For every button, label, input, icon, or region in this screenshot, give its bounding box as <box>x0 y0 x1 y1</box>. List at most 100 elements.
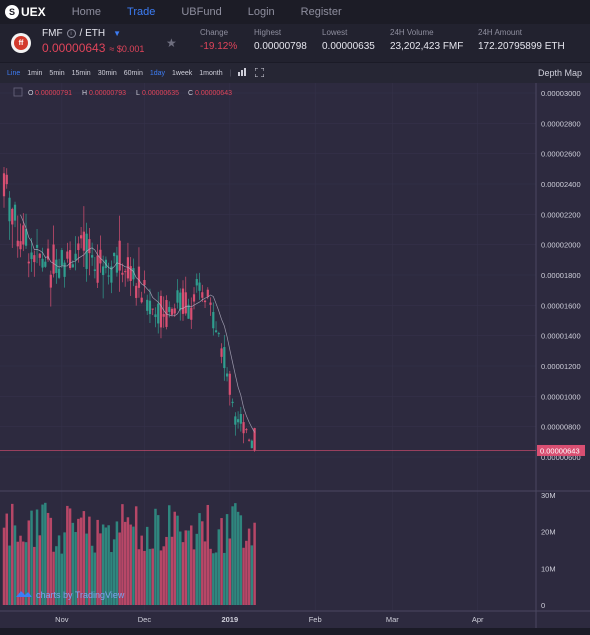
candle-body <box>190 307 193 320</box>
interval-1day[interactable]: 1day <box>149 69 166 77</box>
depth-map-button[interactable]: Depth Map <box>537 68 582 78</box>
candle-body <box>113 252 116 257</box>
volume-bar <box>41 504 44 605</box>
collapse-legend-icon[interactable] <box>13 87 23 97</box>
candle-body <box>80 235 83 239</box>
volume-bar <box>118 532 121 605</box>
volume-bar <box>112 539 116 605</box>
candle-body <box>201 292 204 298</box>
candle-body <box>71 264 74 268</box>
candle-body <box>24 229 28 246</box>
candle-body <box>27 261 30 264</box>
volume-bar <box>129 524 132 605</box>
volume-bar <box>101 524 105 605</box>
volume-bars <box>2 502 256 605</box>
candle-body <box>247 439 251 441</box>
nav-home[interactable]: Home <box>71 6 102 18</box>
candle-body <box>245 429 248 431</box>
toolbar-separator: | <box>229 69 232 77</box>
volume-bar <box>195 533 199 605</box>
interval-line[interactable]: Line <box>7 69 21 77</box>
info-icon[interactable]: i <box>66 29 76 38</box>
candle-body <box>187 304 190 319</box>
candle-body <box>33 255 36 263</box>
candle-body <box>63 262 66 277</box>
volume-bar <box>13 525 17 605</box>
volume-bar <box>123 521 127 605</box>
volume-bar <box>24 542 28 605</box>
volume-bar <box>33 546 36 605</box>
nav-ubfund[interactable]: UBFund <box>181 6 222 18</box>
candle-body <box>5 174 8 185</box>
candle-body <box>93 269 96 271</box>
fullscreen-icon[interactable] <box>254 67 265 79</box>
candle-body <box>236 419 240 423</box>
volume-bar <box>250 545 254 605</box>
interval-1week[interactable]: 1week <box>172 69 193 77</box>
volume-tick: 10M <box>541 564 556 573</box>
interval-15min[interactable]: 15min <box>71 69 91 77</box>
candle-body <box>217 333 220 335</box>
volume-bar <box>156 515 160 605</box>
candle-body <box>132 268 135 280</box>
favorite-star-icon[interactable]: ★ <box>166 36 177 50</box>
volume-bar <box>154 508 157 605</box>
candle-body <box>206 289 209 297</box>
moving-average <box>20 214 255 433</box>
pair-selector[interactable]: FMF i / ETH ▼ <box>42 28 121 39</box>
current-price-tag <box>537 444 585 456</box>
nav-trade[interactable]: Trade <box>127 6 156 18</box>
volume-bar <box>104 527 108 605</box>
chart-svg[interactable]: 0.00003000 0.00002800 0.00002600 0.00002400… <box>0 83 590 628</box>
candle-body <box>195 279 198 286</box>
candle-body <box>126 257 130 279</box>
logo-text: UEX <box>21 5 46 19</box>
volume-bar <box>225 514 229 605</box>
price-tick: 0.00001200 <box>541 362 581 371</box>
volume-tick: 20M <box>541 528 556 537</box>
svg-text:0.00000791: 0.00000791 <box>35 90 72 97</box>
volume-bar <box>2 527 6 605</box>
brand-logo[interactable]: S UEX <box>5 5 46 19</box>
volume-bar <box>223 552 226 605</box>
interval-30min[interactable]: 30min <box>97 69 117 77</box>
volume-tick: 0 <box>541 601 545 610</box>
volume-bar <box>165 536 168 605</box>
volume-bar <box>253 522 256 605</box>
price-chart[interactable]: 0.00003000 0.00002800 0.00002600 0.00002400… <box>0 83 590 628</box>
candle-body <box>137 266 141 288</box>
interval-5min[interactable]: 5min <box>49 69 65 77</box>
volume-bar <box>88 516 91 605</box>
volume-bar <box>173 511 176 605</box>
nav-register[interactable]: Register <box>300 6 342 18</box>
price-tick: 0.00001000 <box>541 392 581 401</box>
indicators-icon[interactable] <box>238 68 248 78</box>
candlesticks <box>2 166 256 452</box>
price-tick: 0.00002800 <box>541 119 581 128</box>
svg-text:0.00000635: 0.00000635 <box>142 90 179 97</box>
fiat-price: ≈ $0.001 <box>109 44 145 54</box>
price-axis: 0.00003000 0.00002800 0.00002600 0.00002400… <box>541 89 581 462</box>
candle-body <box>2 173 6 197</box>
volume-axis: 30M 20M 10M 0 <box>541 491 556 610</box>
volume-bar <box>121 504 124 605</box>
svg-text:C: C <box>188 90 193 97</box>
candle-body <box>242 422 245 434</box>
tradingview-watermark[interactable]: charts by TradingView <box>16 590 125 600</box>
volume-bar <box>247 528 251 605</box>
candle-body <box>30 252 33 260</box>
svg-text:0.00000643: 0.00000643 <box>195 90 232 97</box>
stat-volume: 24H Volume 23,202,423 FMF <box>390 28 464 52</box>
interval-60min[interactable]: 60min <box>123 69 143 77</box>
candle-body <box>8 197 11 222</box>
candle-body <box>181 288 185 314</box>
interval-1month[interactable]: 1month <box>199 69 223 77</box>
interval-1min[interactable]: 1min <box>27 69 43 77</box>
chevron-down-icon[interactable]: ▼ <box>113 29 122 38</box>
volume-bar <box>176 515 179 605</box>
candle-body <box>66 251 69 259</box>
volume-bar <box>181 542 185 605</box>
nav-login[interactable]: Login <box>247 6 275 18</box>
candle-body <box>91 255 94 258</box>
volume-bar <box>27 520 31 605</box>
